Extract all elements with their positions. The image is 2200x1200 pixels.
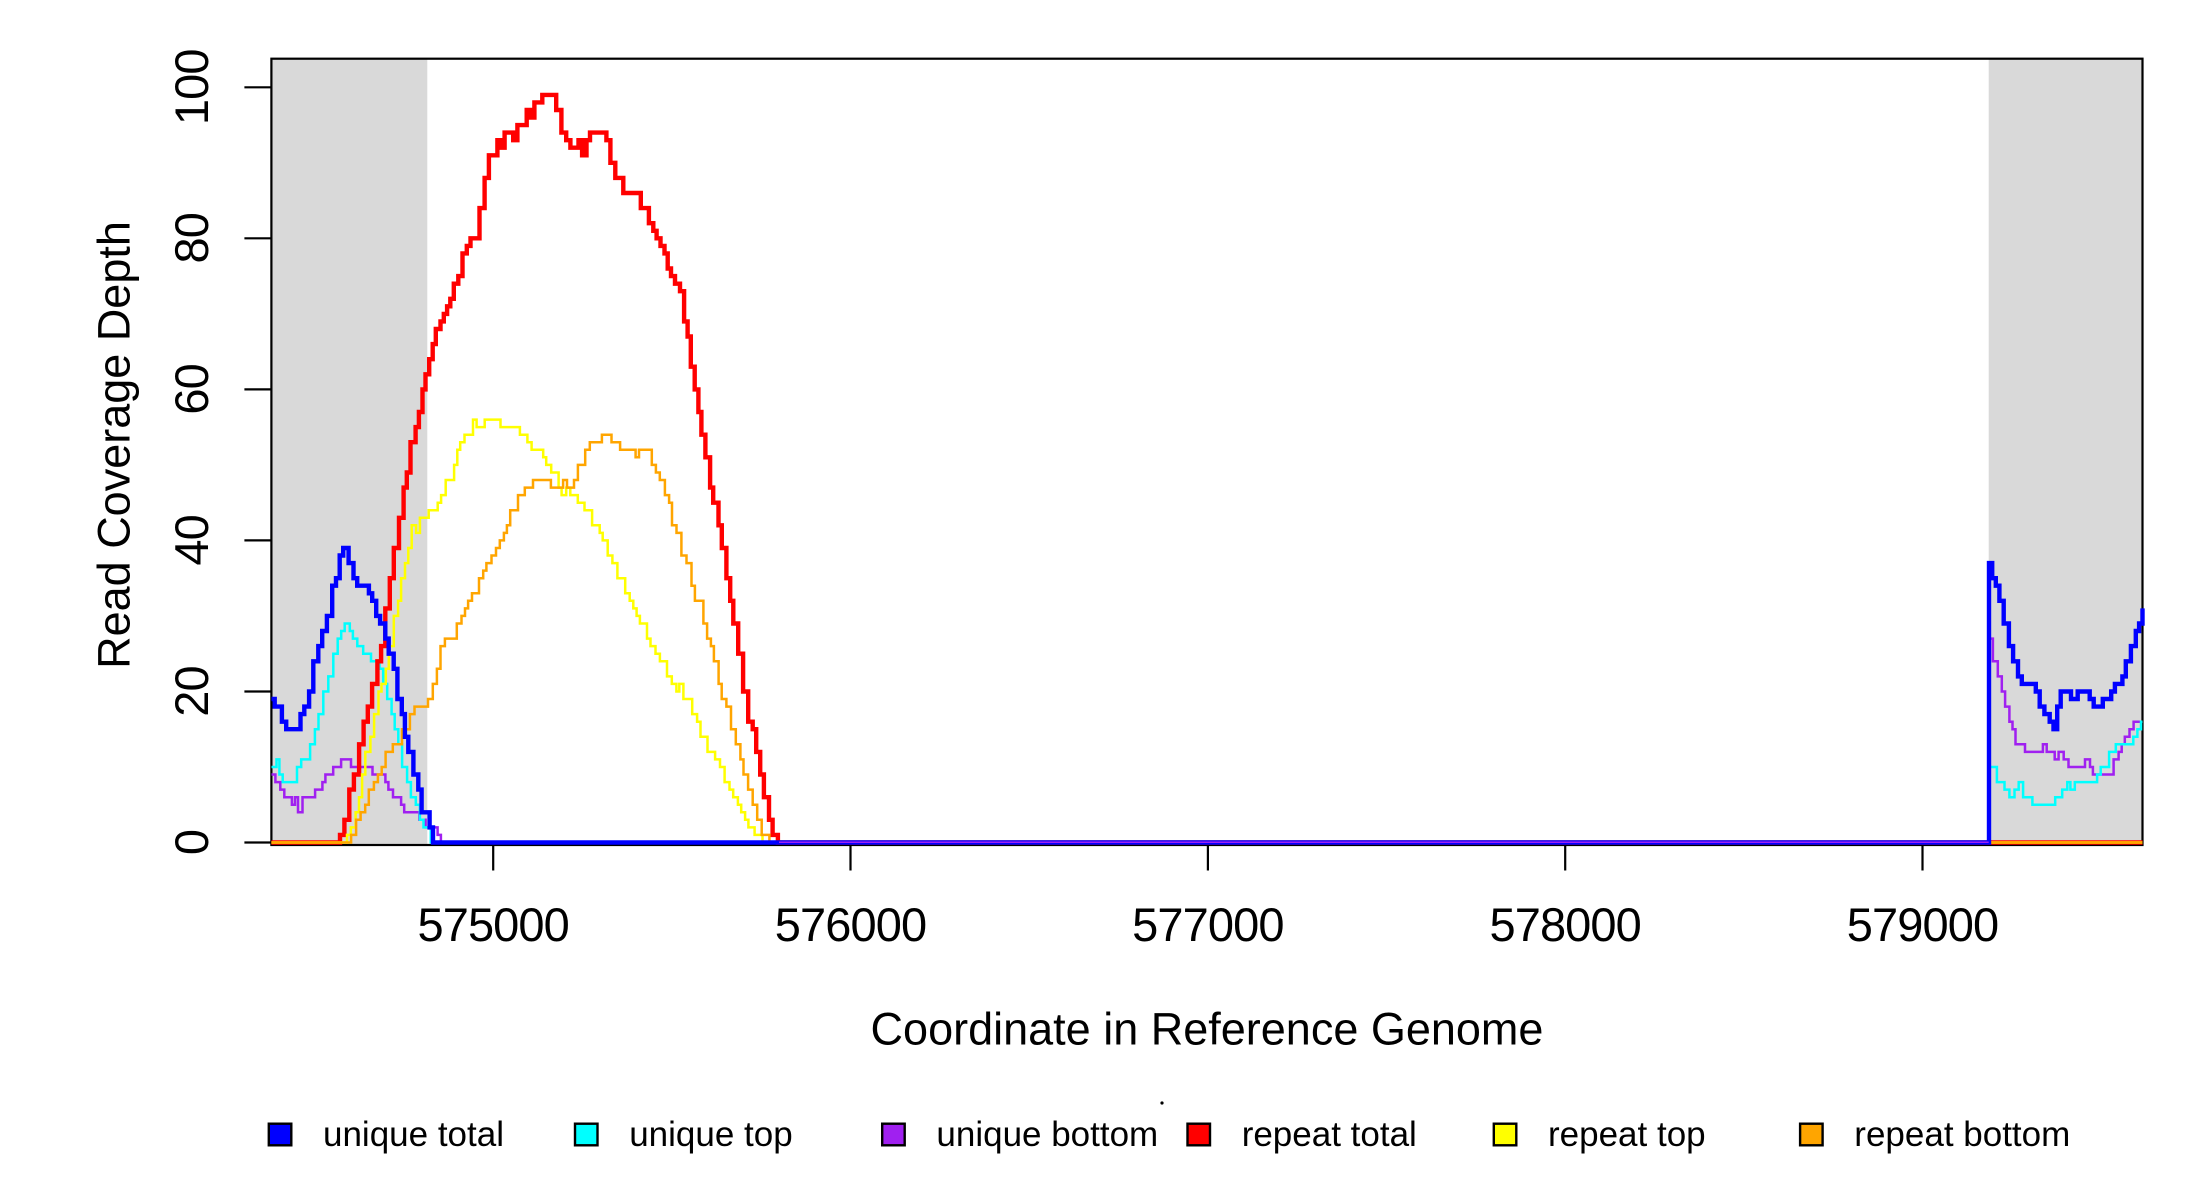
svg-text:100: 100 [165,49,218,125]
svg-text:575000: 575000 [417,898,568,951]
svg-text:60: 60 [165,364,218,414]
svg-text:20: 20 [165,666,218,716]
svg-text:578000: 578000 [1489,898,1640,951]
svg-text:Coordinate in Reference Genome: Coordinate in Reference Genome [871,1004,1544,1055]
svg-text:unique total: unique total [323,1115,504,1154]
svg-text:80: 80 [165,213,218,263]
svg-text:579000: 579000 [1847,898,1998,951]
svg-text:unique bottom: unique bottom [936,1115,1158,1154]
svg-text:40: 40 [165,515,218,565]
svg-text:repeat top: repeat top [1548,1115,1706,1154]
svg-text:repeat total: repeat total [1242,1115,1417,1154]
svg-text:0: 0 [165,830,218,855]
svg-text:repeat bottom: repeat bottom [1854,1115,2070,1154]
svg-text:577000: 577000 [1132,898,1283,951]
svg-text:Read Coverage Depth: Read Coverage Depth [89,221,140,669]
svg-text:576000: 576000 [775,898,926,951]
svg-text:unique top: unique top [629,1115,792,1154]
